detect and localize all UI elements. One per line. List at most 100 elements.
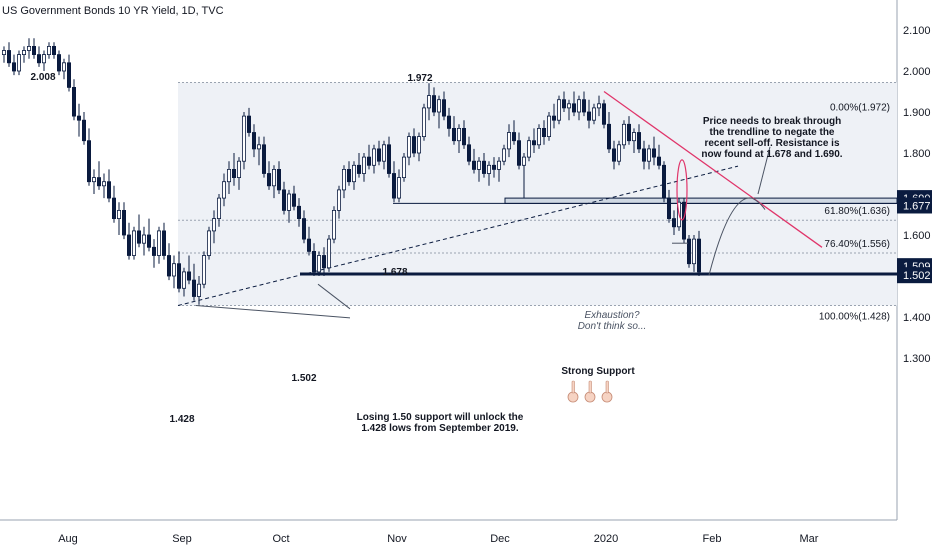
candle-body — [286, 193, 291, 211]
candle-body — [411, 136, 416, 154]
candle-body — [107, 181, 112, 199]
candle-body — [421, 107, 426, 138]
y-tick-label: 2.100 — [903, 25, 931, 37]
candle-body — [296, 205, 301, 220]
fib-label: 61.80%(1.636) — [824, 206, 890, 217]
candle-body — [552, 115, 557, 121]
candle-body — [276, 168, 281, 191]
candle-body — [567, 103, 572, 109]
candle-body — [146, 234, 151, 248]
candle-body — [667, 197, 672, 220]
candle-body — [141, 234, 146, 244]
candle-body — [321, 255, 326, 269]
y-tick-label: 1.400 — [903, 312, 931, 324]
candle-body — [301, 218, 306, 240]
candle-body — [7, 50, 12, 64]
candle-body — [446, 115, 451, 129]
candle-body — [537, 127, 542, 146]
candle-body — [341, 168, 346, 191]
candle-body — [136, 230, 141, 244]
candle-body — [37, 54, 42, 64]
losing-note: Losing 1.50 support will unlock the — [357, 412, 524, 423]
candle-body — [647, 148, 652, 162]
candle-body — [82, 119, 87, 142]
candle-body — [517, 140, 522, 166]
x-tick-label: Nov — [387, 533, 407, 545]
candle-body — [547, 115, 552, 137]
y-tick-label: 2.000 — [903, 66, 931, 78]
candle-body — [231, 168, 236, 178]
candle-body — [436, 99, 441, 113]
pointing-hand-icon — [584, 391, 596, 403]
candle-body — [127, 234, 132, 256]
exhaustion-note: Exhaustion? — [584, 310, 639, 321]
resistance-note: recent sell-off. Resistance is — [704, 138, 839, 149]
candle-body — [266, 173, 271, 187]
candle-body — [211, 218, 216, 232]
candle-body — [191, 279, 196, 297]
arrow-resistance — [757, 146, 771, 195]
resistance-note: Price needs to break through — [703, 116, 841, 127]
candle-body — [311, 250, 316, 273]
candle-body — [491, 164, 496, 170]
candle-body — [501, 148, 506, 162]
candle-body — [572, 103, 577, 113]
candle-body — [376, 148, 381, 162]
x-tick-label: Dec — [490, 533, 510, 545]
candle-body — [186, 271, 191, 281]
candle-body — [16, 54, 21, 72]
candle-body — [532, 140, 537, 146]
x-tick-label: Mar — [800, 533, 819, 545]
candle-body — [366, 156, 371, 166]
pointing-hand-icon — [567, 391, 579, 403]
candle-body — [672, 218, 677, 228]
candle-body — [32, 46, 37, 56]
candle-body — [117, 209, 122, 219]
candle-body — [251, 132, 256, 150]
candle-body — [201, 255, 206, 285]
candle-body — [406, 136, 411, 158]
dashed-trendline — [177, 165, 739, 307]
resistance-note: now found at 1.678 and 1.690. — [701, 149, 842, 160]
candle-body — [11, 62, 16, 72]
candle-body — [246, 115, 251, 133]
fib-label: 0.00%(1.972) — [830, 102, 890, 113]
candle-body — [441, 99, 446, 117]
candle-body — [161, 230, 166, 256]
candle-body — [612, 148, 617, 162]
candle-body — [506, 132, 511, 150]
losing-note: 1.428 lows from September 2019. — [361, 423, 519, 434]
candle-body — [632, 132, 637, 142]
candle-body — [527, 140, 532, 158]
candle-body — [166, 255, 171, 277]
x-tick-label: Sep — [172, 533, 192, 545]
candle-body — [522, 156, 527, 166]
point-label: 1.502 — [291, 373, 316, 384]
pointing-hand-icon — [605, 380, 609, 394]
x-tick-label: Aug — [58, 533, 78, 545]
y-tick-label: 1.300 — [903, 353, 931, 365]
candle-body — [512, 132, 517, 142]
candle-body — [326, 238, 331, 269]
candle-body — [196, 283, 201, 297]
point-label: 1.678 — [382, 267, 407, 278]
candle-body — [47, 46, 52, 56]
candle-body — [261, 144, 266, 174]
candle-body — [52, 46, 57, 56]
candle-body — [577, 99, 582, 113]
candle-body — [256, 144, 261, 150]
resistance-note: the trendline to negate the — [709, 127, 834, 138]
candle-body — [26, 46, 31, 51]
pointing-hand-icon — [601, 391, 613, 403]
price-badge-label: 1.677 — [903, 200, 931, 212]
candle-body — [62, 62, 67, 72]
candle-body — [466, 144, 471, 162]
fib-zone — [178, 82, 897, 306]
exhaustion-note: Don't think so... — [578, 321, 647, 332]
candle-body — [486, 164, 491, 174]
candle-body — [181, 271, 186, 289]
candle-body — [316, 255, 321, 273]
candle-body — [562, 99, 567, 109]
x-tick-label: Oct — [272, 533, 289, 545]
